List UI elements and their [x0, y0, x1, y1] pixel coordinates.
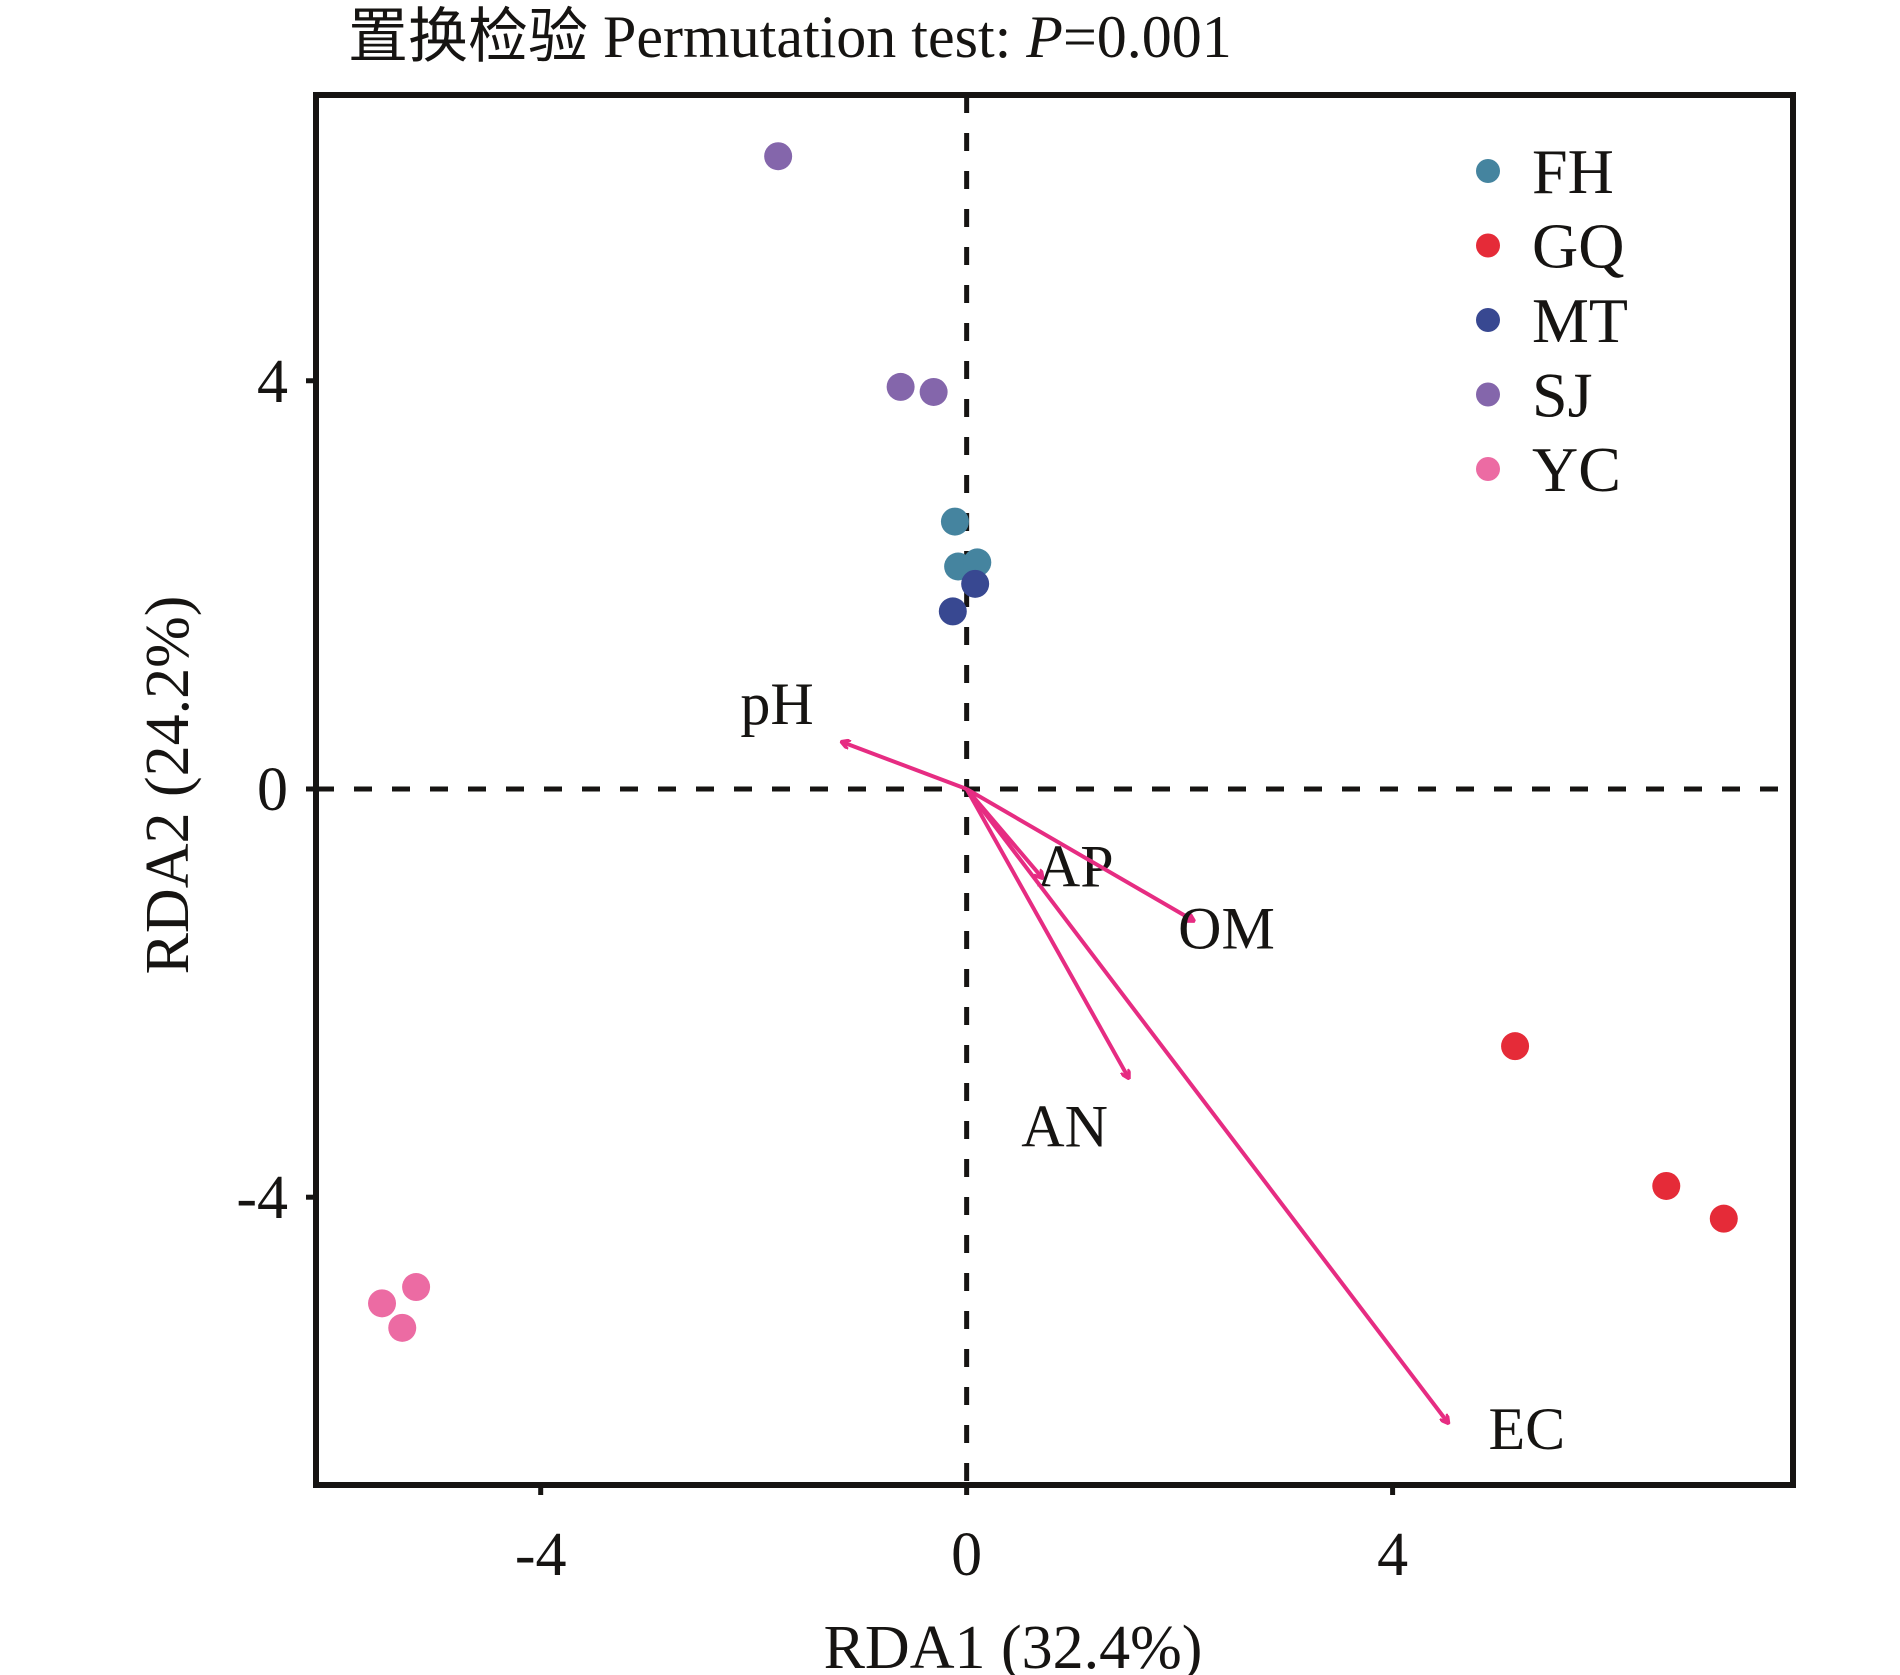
x-tick-label: 4	[1377, 1521, 1408, 1589]
series-gq	[1501, 1032, 1738, 1233]
title-p-symbol: P	[1025, 4, 1063, 70]
data-point-yc	[368, 1289, 397, 1318]
arrow-label-an: AN	[1021, 1094, 1108, 1160]
series-yc	[368, 1273, 431, 1342]
data-point-sj	[886, 372, 915, 401]
legend-item-yc: YC	[1476, 434, 1621, 505]
data-point-yc	[388, 1313, 417, 1342]
legend-marker	[1476, 233, 1500, 258]
data-point-mt	[938, 597, 967, 626]
arrow-om	[965, 787, 1194, 921]
title-prefix: 置换检验 Permutation test:	[348, 4, 1026, 70]
data-point-sj	[919, 377, 948, 406]
legend-label: YC	[1532, 434, 1621, 505]
x-tick-label: -4	[515, 1521, 567, 1589]
data-point-sj	[764, 142, 793, 171]
y-tick-label: -4	[236, 1164, 288, 1232]
legend-marker	[1476, 457, 1500, 481]
y-axis-label: RDA2 (24.2%)	[134, 596, 202, 975]
arrow-label-ec: EC	[1488, 1396, 1565, 1462]
arrow-ec	[965, 787, 1448, 1423]
legend-label: FH	[1532, 136, 1614, 207]
legend-marker	[1476, 159, 1500, 183]
arrow-label-om: OM	[1178, 896, 1275, 962]
sample-points	[368, 142, 1738, 1342]
axis-ticks: -4 0 4 4 0 -4	[236, 348, 1408, 1589]
legend-marker	[1476, 382, 1500, 407]
data-point-yc	[402, 1273, 431, 1302]
y-tick-label: 0	[257, 756, 288, 824]
legend-item-sj: SJ	[1476, 360, 1593, 431]
data-point-gq	[1501, 1032, 1530, 1061]
series-sj	[764, 142, 948, 406]
series-mt	[938, 569, 990, 626]
data-point-fh	[940, 507, 969, 536]
legend-item-fh: FH	[1476, 136, 1614, 207]
x-tick-label: 0	[951, 1521, 982, 1589]
arrow-an	[964, 788, 1129, 1078]
data-point-gq	[1709, 1204, 1738, 1233]
x-axis-label: RDA1 (32.4%)	[824, 1614, 1203, 1675]
legend-item-mt: MT	[1476, 285, 1628, 356]
title-p-value: =0.001	[1063, 4, 1232, 70]
data-point-fh	[963, 548, 992, 577]
data-point-gq	[1652, 1171, 1681, 1200]
y-tick-label: 4	[257, 348, 288, 416]
arrow-ph	[842, 742, 968, 791]
legend-label: GQ	[1532, 211, 1624, 282]
legend-label: SJ	[1532, 360, 1593, 431]
arrow-label-ph: pH	[740, 671, 813, 737]
data-point-mt	[961, 569, 990, 598]
legend-marker	[1476, 308, 1500, 332]
series-fh	[940, 507, 992, 581]
legend-item-gq: GQ	[1476, 211, 1624, 282]
chart-title: 置换检验 Permutation test: P=0.001	[348, 4, 1232, 70]
legend-label: MT	[1532, 285, 1628, 356]
